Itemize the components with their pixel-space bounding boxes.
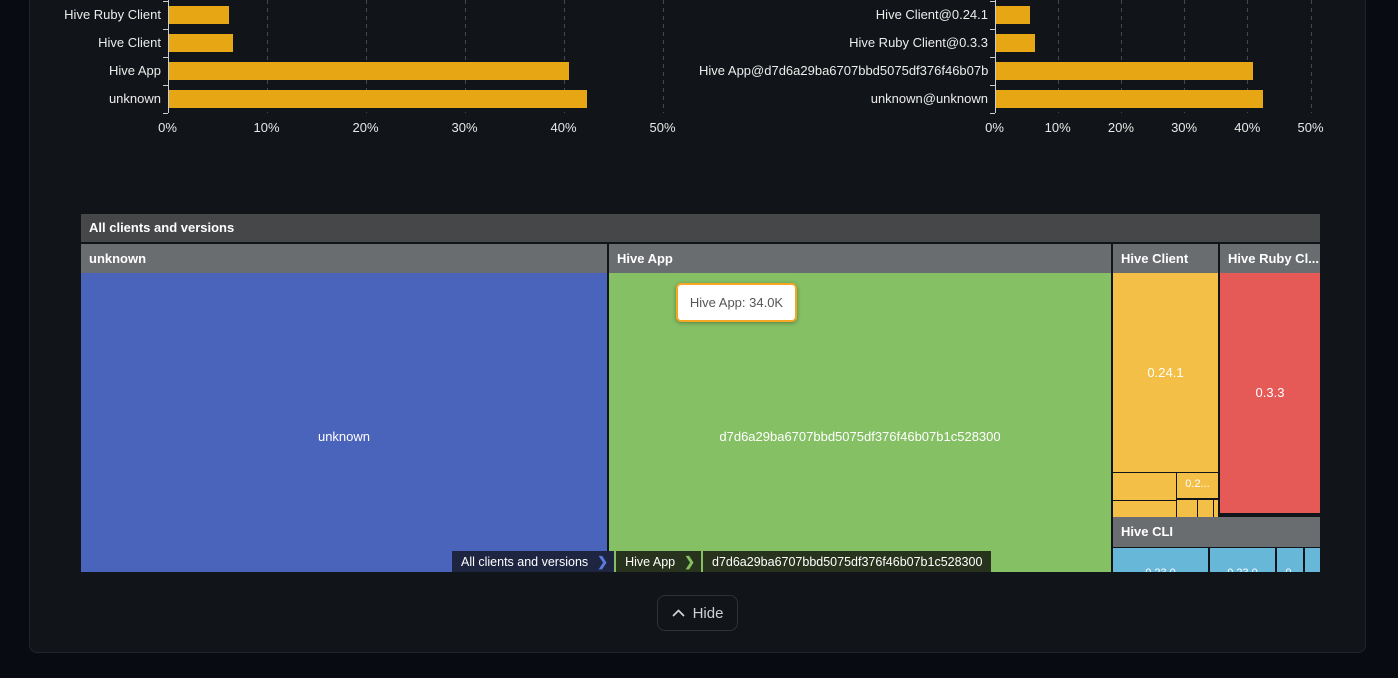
- treemap-cell-label: 0.3.3: [1255, 385, 1285, 400]
- clients-share-bar-chart: Hive Ruby Client Hive Client Hive App unkno…: [0, 0, 699, 142]
- category-label: Hive Ruby Client@0.3.3: [849, 35, 988, 50]
- x-gridline: [365, 0, 367, 113]
- y-axis-tick: [162, 112, 168, 114]
- treemap-cell[interactable]: [1113, 501, 1176, 517]
- bar-unknown@unknown[interactable]: [995, 90, 1263, 108]
- bar-Hive Client[interactable]: [168, 34, 233, 52]
- treemap-cell[interactable]: [1177, 500, 1197, 517]
- category-label: Hive App@d7d6a29ba6707bbd5075df376f46b07…: [699, 63, 989, 78]
- y-axis-tick: [162, 56, 168, 58]
- y-axis-tick: [989, 112, 995, 114]
- treemap-group-header-Hive CLI[interactable]: Hive CLI: [1113, 517, 1320, 547]
- x-gridline: [1184, 0, 1186, 113]
- y-axis-tick: [162, 0, 168, 2]
- bar-Hive Ruby Client@0.3.3[interactable]: [995, 34, 1035, 52]
- y-axis-line: [994, 0, 996, 113]
- treemap-cell-label: 0.23.0: [1113, 567, 1208, 572]
- hide-section-button[interactable]: Hide: [657, 595, 738, 631]
- x-gridline: [563, 0, 565, 113]
- x-tick-label: 50%: [649, 120, 676, 135]
- x-tick-label: 50%: [1297, 120, 1324, 135]
- category-label: unknown@unknown: [870, 91, 988, 106]
- x-gridline: [1247, 0, 1249, 113]
- x-tick-label: 40%: [1234, 120, 1261, 135]
- treemap-cell-label: 0.24.1: [1147, 364, 1184, 380]
- x-gridline: [464, 0, 466, 113]
- bar-unknown[interactable]: [168, 90, 588, 108]
- pathbar-segment[interactable]: Hive App: [625, 555, 676, 569]
- x-tick-label: 20%: [1107, 120, 1134, 135]
- pathbar-segment[interactable]: All clients and versions: [461, 555, 589, 569]
- bar-Hive App[interactable]: [168, 62, 570, 80]
- treemap-group-header-Hive Client[interactable]: Hive Client: [1113, 244, 1218, 273]
- treemap-cell[interactable]: 0.23.0: [1210, 548, 1275, 572]
- chevron-up-icon: [672, 609, 685, 617]
- chevron-right-icon: ❯: [684, 554, 695, 569]
- hide-button-label: Hide: [692, 604, 724, 622]
- x-gridline: [266, 0, 268, 113]
- treemap-group-header-Hive App[interactable]: Hive App: [609, 244, 1111, 273]
- x-tick-label: 30%: [451, 120, 478, 135]
- x-gridline: [1310, 0, 1312, 113]
- treemap-cell[interactable]: 0.2...: [1177, 473, 1218, 498]
- client-versions-share-bar-chart: Hive Client@0.24.1 Hive Ruby Client@0.3.3…: [699, 0, 1398, 142]
- treemap-cell[interactable]: 0.23.0: [1113, 548, 1208, 572]
- bar-Hive Client@0.24.1[interactable]: [995, 6, 1031, 24]
- treemap-cell[interactable]: 0.3.3: [1220, 273, 1320, 513]
- y-axis-tick: [162, 28, 168, 30]
- treemap-group-header-unknown[interactable]: unknown: [81, 244, 607, 273]
- y-axis-tick: [989, 56, 995, 58]
- y-axis-tick: [162, 84, 168, 86]
- category-label: Hive App: [108, 63, 161, 78]
- treemap-cell-label: 0.: [1277, 567, 1303, 572]
- bar-Hive Ruby Client[interactable]: [168, 6, 229, 24]
- category-label: Hive Client@0.24.1: [875, 7, 988, 22]
- treemap-cell[interactable]: [1198, 500, 1213, 517]
- category-label: Hive Ruby Client: [64, 7, 161, 22]
- category-label: unknown: [108, 91, 161, 106]
- treemap-group-header-Hive Ruby Cl...[interactable]: Hive Ruby Cl...: [1220, 244, 1320, 273]
- x-tick-label: 0%: [158, 120, 177, 135]
- x-gridline: [1057, 0, 1059, 113]
- treemap-cell-label: 0.23.0: [1210, 567, 1275, 572]
- treemap-cell[interactable]: 0.24.1: [1113, 273, 1218, 472]
- bar-Hive App@d7d6a29ba6707bbd5075df376f46b07b[interactable]: [995, 62, 1253, 80]
- y-axis-tick: [989, 28, 995, 30]
- treemap-cell[interactable]: [1305, 548, 1320, 572]
- treemap-hover-tooltip: Hive App: 34.0K: [676, 283, 797, 322]
- pathbar-block: All clients and versions ❯: [452, 551, 615, 572]
- y-axis-tick: [989, 84, 995, 86]
- x-gridline: [662, 0, 664, 113]
- pathbar-block: d7d6a29ba6707bbd5075df376f46b07b1c528300: [703, 551, 992, 572]
- treemap-cell-label: d7d6a29ba6707bbd5075df376f46b07b1c528300: [719, 429, 1001, 444]
- x-tick-label: 30%: [1171, 120, 1198, 135]
- chevron-right-icon: ❯: [597, 554, 609, 569]
- x-tick-label: 40%: [550, 120, 577, 135]
- treemap-cell-label: 0.2...: [1185, 477, 1210, 490]
- x-tick-label: 10%: [253, 120, 280, 135]
- treemap-cell[interactable]: 0.: [1277, 548, 1303, 572]
- pathbar-segment[interactable]: d7d6a29ba6707bbd5075df376f46b07b1c528300: [712, 555, 983, 569]
- treemap-cell[interactable]: [1214, 500, 1218, 517]
- treemap-cell-label: unknown: [317, 429, 371, 444]
- treemap-pathbar: All clients and versions ❯ Hive App ❯ d7d6a2…: [452, 551, 992, 572]
- x-tick-label: 0%: [985, 120, 1004, 135]
- y-axis-line: [167, 0, 169, 113]
- treemap-cell[interactable]: unknown: [81, 273, 607, 572]
- pathbar-block: Hive App ❯: [616, 551, 701, 572]
- treemap-title: All clients and versions: [81, 214, 1320, 242]
- x-gridline: [1120, 0, 1122, 113]
- x-tick-label: 10%: [1044, 120, 1071, 135]
- category-label: Hive Client: [98, 35, 161, 50]
- y-axis-tick: [989, 0, 995, 2]
- x-tick-label: 20%: [352, 120, 379, 135]
- clients-versions-treemap: All clients and versions unknown unknown H…: [81, 214, 1320, 572]
- treemap-cell[interactable]: d7d6a29ba6707bbd5075df376f46b07b1c528300: [609, 273, 1111, 572]
- treemap-cell[interactable]: [1113, 473, 1176, 500]
